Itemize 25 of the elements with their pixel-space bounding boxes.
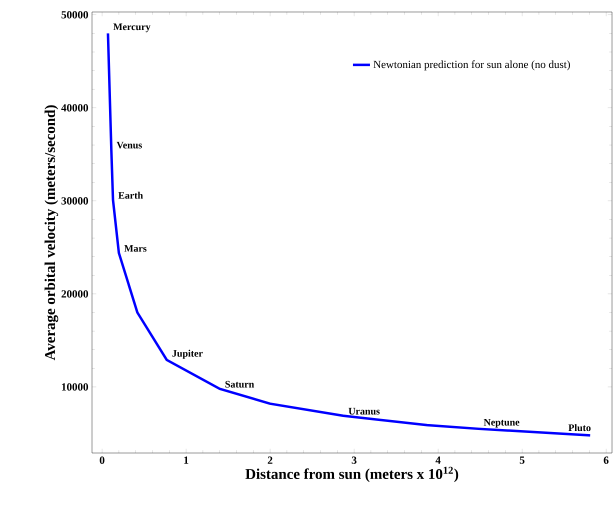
x-tick-label: 6 [604,456,609,464]
annotation: Mars [124,245,147,252]
x-tick-label: 0 [100,456,104,464]
x-tick-label: 2 [268,456,272,464]
annotation: Mercury [113,24,150,32]
annotation: Venus [116,142,142,148]
y-tick-label: 40000 [61,104,88,112]
y-tick-label: 50000 [62,11,88,18]
y-axis-title: Average orbital velocity (meters/second) [44,105,58,360]
x-tick-label: 4 [436,456,441,464]
annotation: Jupiter [172,350,203,359]
annotation: Uranus [348,408,380,415]
x-tick-label: 1 [184,456,188,464]
y-tick-label: 20000 [62,290,88,298]
legend-label: Newtonian prediction for sun alone (no dust) [374,60,570,70]
annotation: Neptune [484,418,520,428]
annotation: Saturn [225,380,254,388]
y-tick-label: 10000 [62,383,88,391]
x-tick-label: 3 [352,456,356,464]
annotation: Earth [118,192,143,199]
x-axis-title: Distance from sun (meters x 10$^{12}$) [245,466,458,482]
x-tick-label: 5 [520,456,524,464]
y-tick-label: 30000 [61,197,88,205]
annotation: Pluto [568,424,591,432]
line-series [106,32,592,437]
